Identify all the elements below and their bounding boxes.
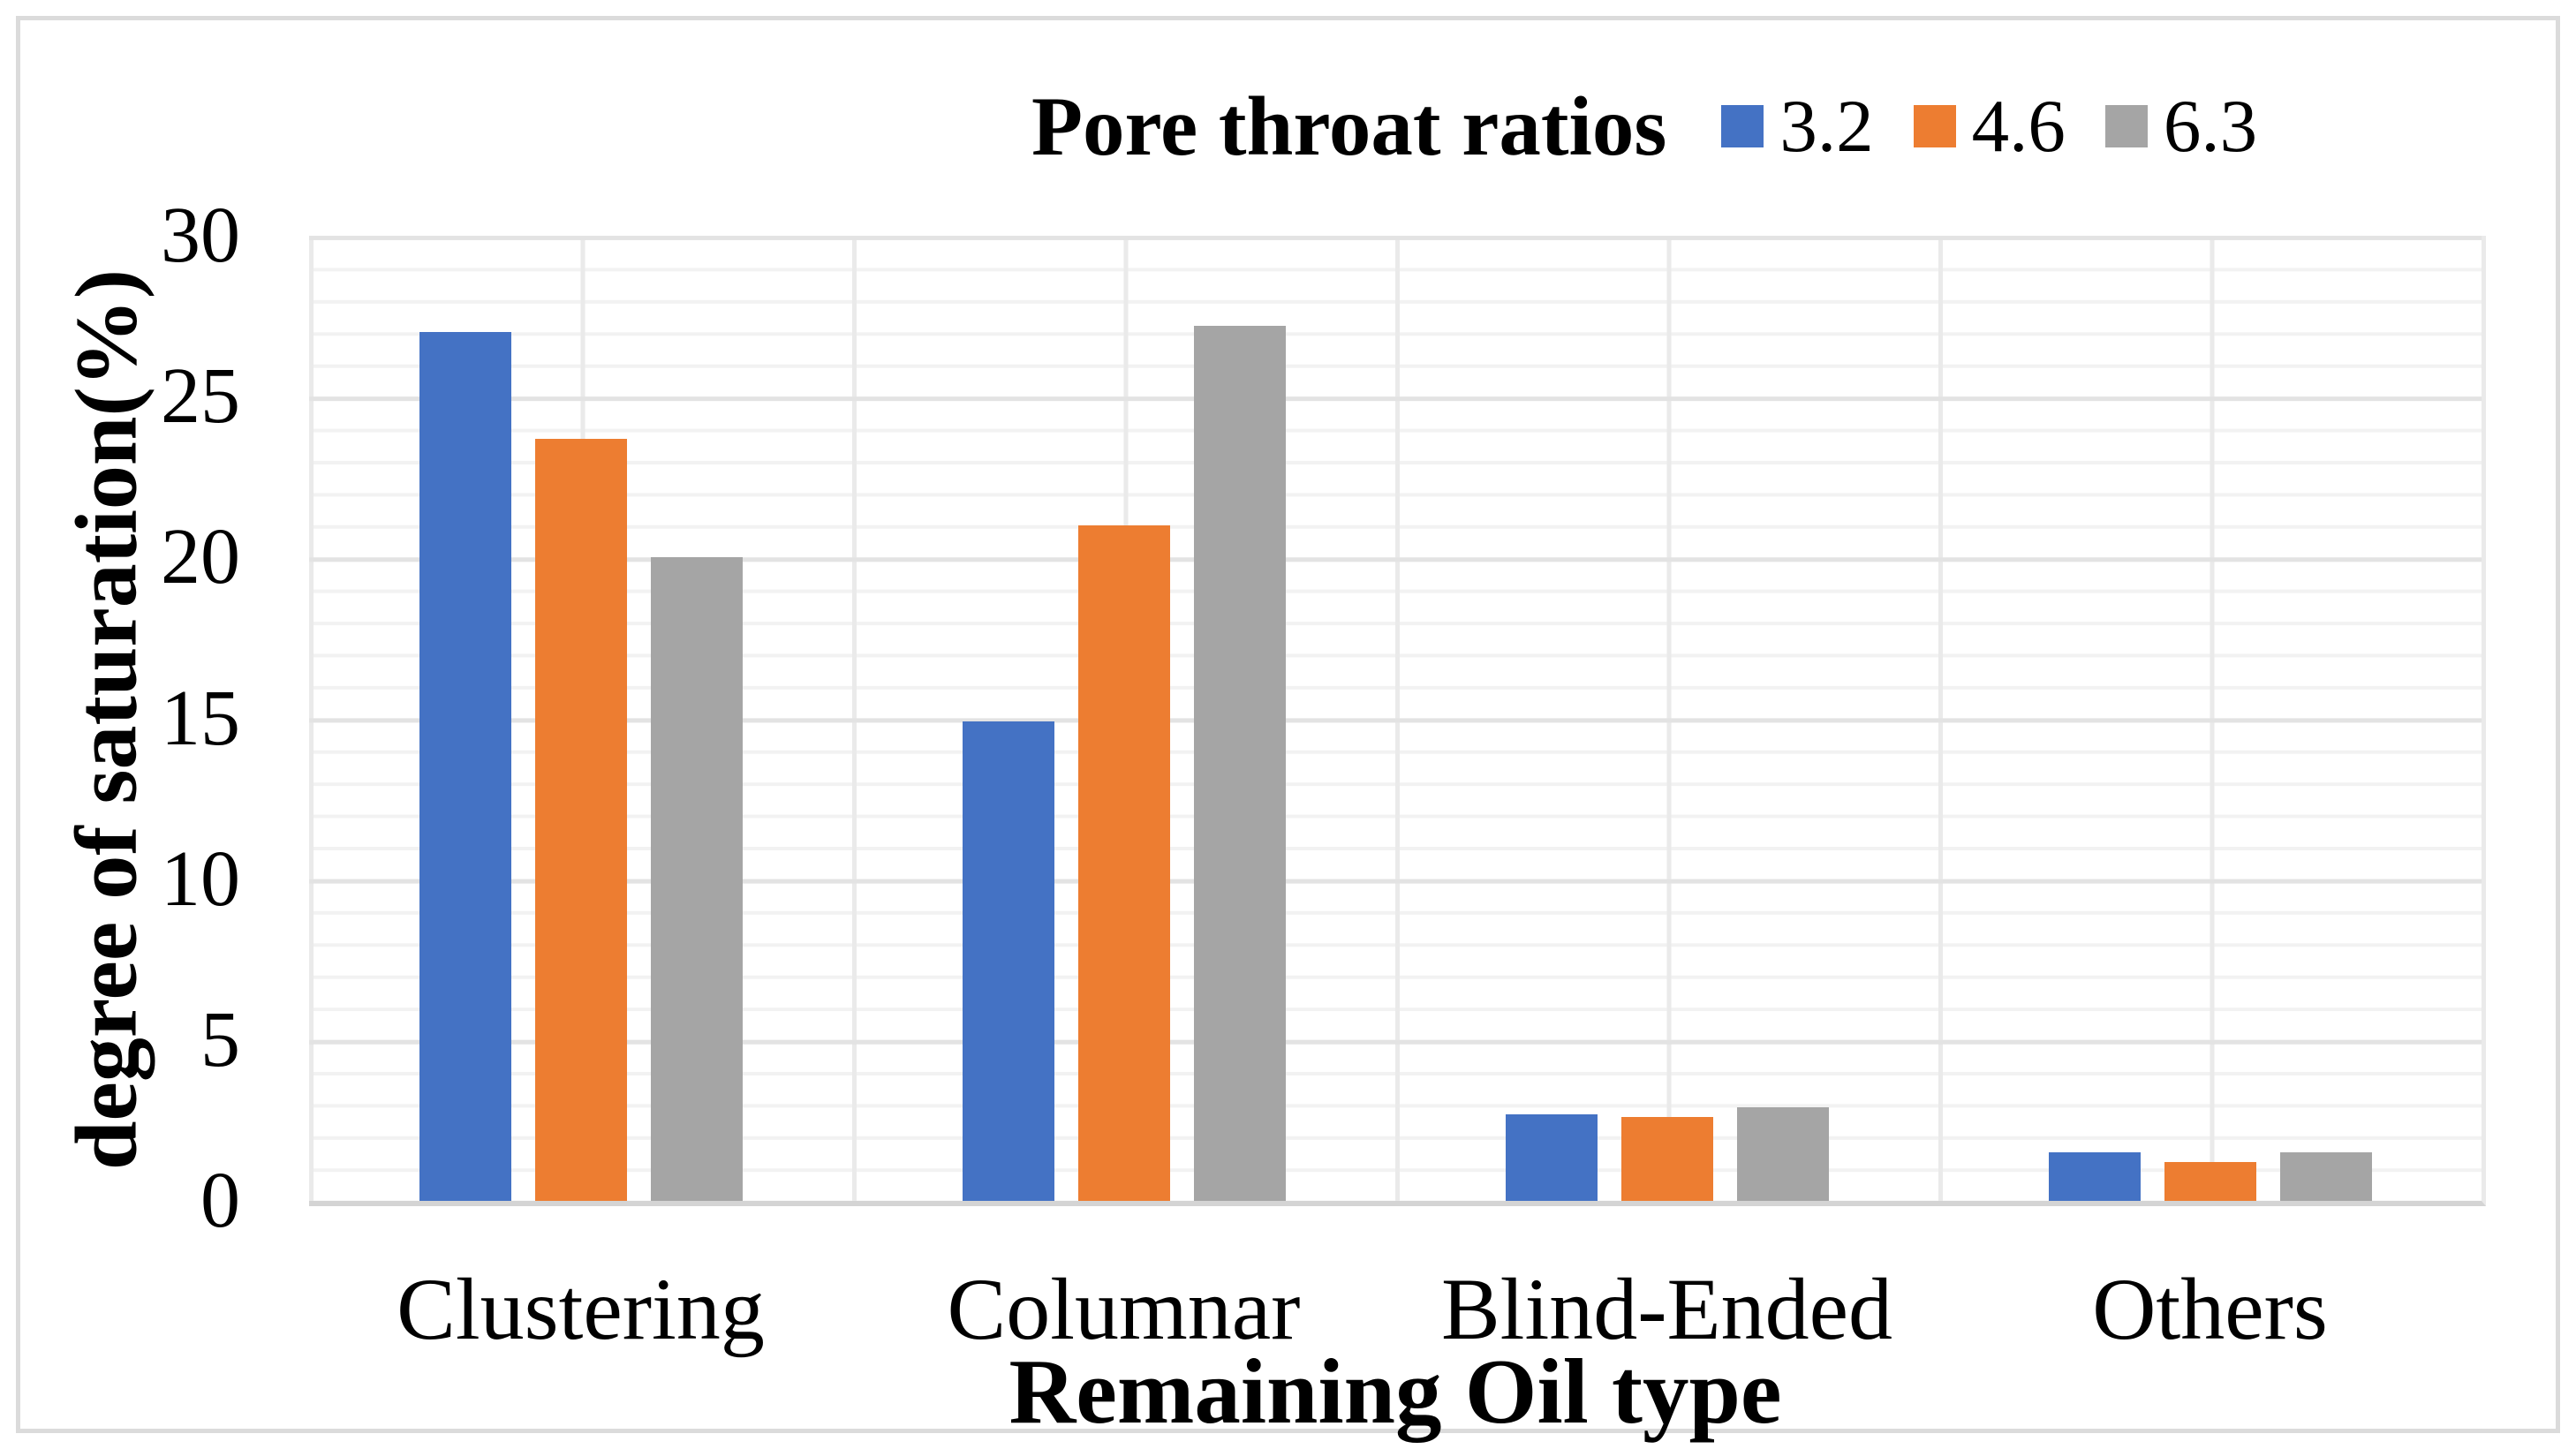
legend-swatch-3-2 (1721, 105, 1764, 147)
bar-blind-ended-3-2 (1505, 1113, 1598, 1201)
legend-item-3-2: 3.2 (1721, 80, 1874, 173)
plot-area (309, 236, 2486, 1206)
bar-columnar-3-2 (962, 721, 1054, 1201)
x-category-label-columnar: Columnar (947, 1260, 1301, 1358)
legend-label-3-2: 3.2 (1779, 84, 1874, 168)
x-category-label-clustering: Clustering (397, 1260, 765, 1358)
category-group-others (1938, 236, 2482, 1201)
legend-swatch-4-6 (1913, 105, 1956, 147)
bar-columnar-6-3 (1193, 326, 1286, 1201)
x-category-label-others: Others (2092, 1260, 2328, 1358)
bar-clustering-4-6 (534, 438, 627, 1201)
legend-item-4-6: 4.6 (1913, 80, 2066, 173)
x-axis-category-labels: Clustering Columnar Blind-Ended Others (309, 1249, 2482, 1369)
bars-row (309, 236, 2482, 1201)
y-tick-25: 25 (161, 352, 240, 441)
bar-clustering-6-3 (650, 557, 743, 1201)
y-tick-10: 10 (161, 834, 240, 923)
legend-items: 3.2 4.6 6.3 (1721, 80, 2257, 173)
legend-item-6-3: 6.3 (2104, 80, 2258, 173)
x-category-label-blind-ended: Blind-Ended (1440, 1260, 1893, 1358)
figure-border (16, 16, 2560, 1433)
chart-legend: Pore throat ratios 3.2 4.6 6.3 (1031, 78, 2257, 175)
y-tick-30: 30 (161, 192, 240, 279)
category-group-columnar (852, 236, 1395, 1201)
legend-title: Pore throat ratios (1031, 79, 1667, 173)
bar-blind-ended-4-6 (1620, 1117, 1713, 1201)
y-tick-20: 20 (161, 513, 240, 601)
category-group-blind-ended (1395, 236, 1938, 1201)
bar-blind-ended-6-3 (1736, 1107, 1829, 1201)
bar-others-6-3 (2279, 1152, 2372, 1201)
legend-swatch-6-3 (2104, 105, 2148, 147)
bar-others-3-2 (2048, 1152, 2141, 1201)
bar-columnar-4-6 (1077, 525, 1170, 1201)
y-tick-5: 5 (200, 995, 240, 1083)
y-tick-0: 0 (200, 1157, 240, 1244)
legend-label-6-3: 6.3 (2163, 84, 2258, 168)
category-group-clustering (309, 236, 852, 1201)
bar-others-4-6 (2164, 1162, 2256, 1201)
x-axis-title: Remaining Oil type (1008, 1340, 1782, 1443)
bar-clustering-3-2 (419, 332, 511, 1201)
y-tick-15: 15 (161, 674, 240, 762)
legend-label-4-6: 4.6 (1971, 84, 2066, 168)
